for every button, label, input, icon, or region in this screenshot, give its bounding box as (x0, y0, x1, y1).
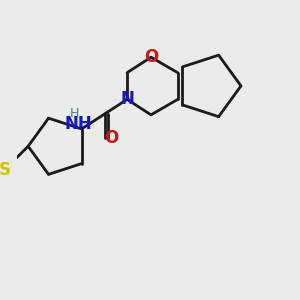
Text: N: N (120, 90, 134, 108)
Text: NH: NH (64, 115, 92, 133)
Text: H: H (70, 107, 79, 120)
Text: O: O (104, 129, 118, 147)
Text: S: S (0, 161, 10, 179)
Text: O: O (144, 48, 158, 66)
